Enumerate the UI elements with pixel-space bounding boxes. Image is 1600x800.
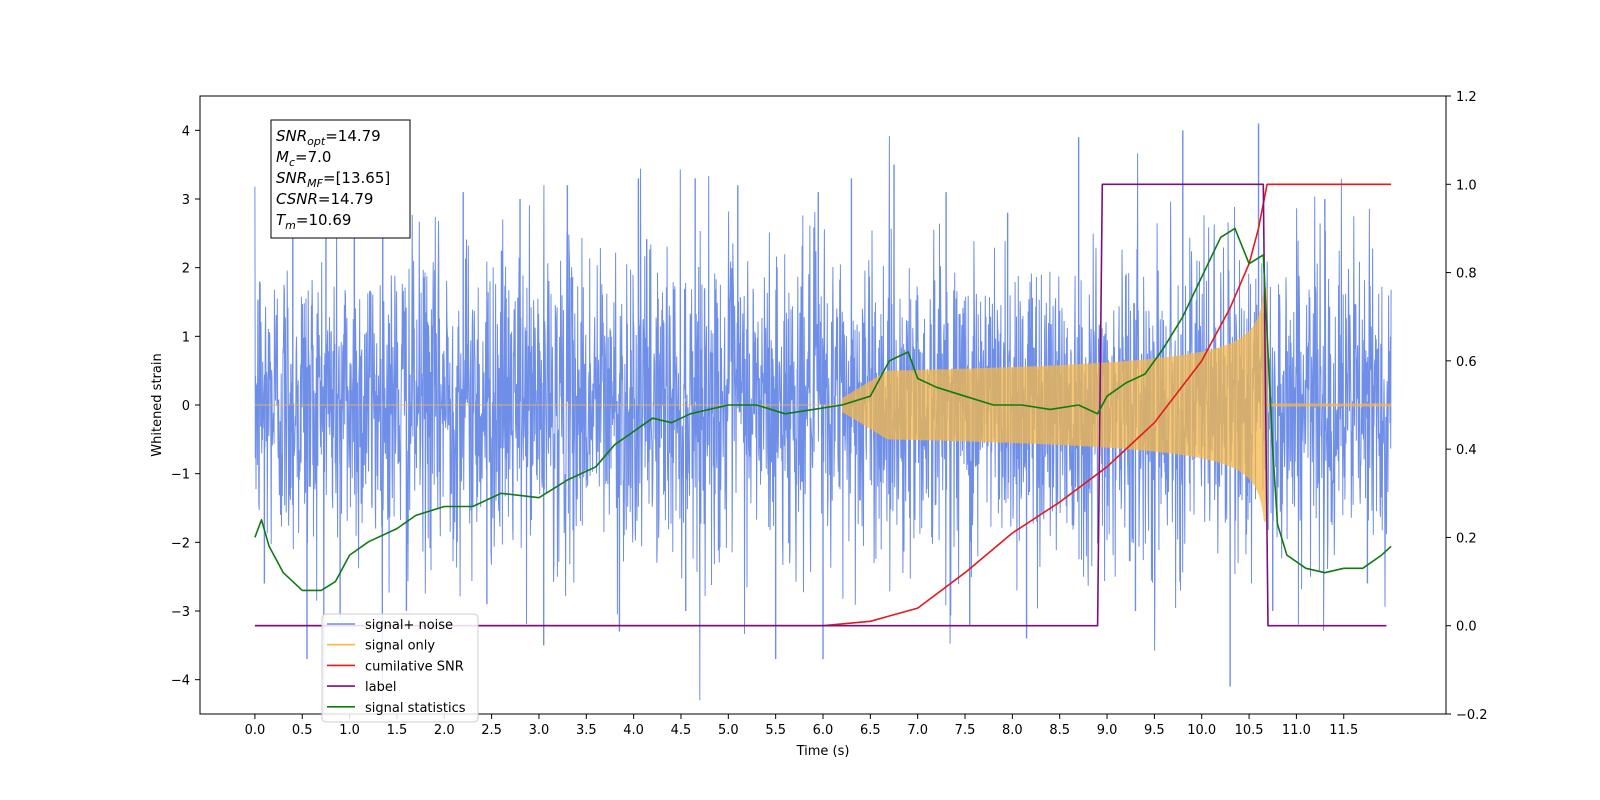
y2-tick-label: 0.4 bbox=[1456, 443, 1477, 458]
annotation-subscript: MF bbox=[307, 177, 323, 190]
y-tick-label: 1 bbox=[182, 330, 190, 345]
x-tick-label: 2.5 bbox=[481, 723, 502, 738]
y2-tick-label: 1.0 bbox=[1456, 178, 1477, 193]
x-tick-label: 6.5 bbox=[860, 723, 881, 738]
y-tick-label: −3 bbox=[171, 605, 190, 620]
legend-label: signal only bbox=[365, 639, 435, 654]
legend-frame bbox=[321, 613, 479, 723]
y2-tick-label: 0.8 bbox=[1456, 267, 1477, 282]
series-signal-statistics bbox=[254, 227, 1392, 592]
annotation-subscript: opt bbox=[307, 135, 326, 148]
y2-tick-label: 1.2 bbox=[1456, 90, 1477, 105]
y-tick-label: 4 bbox=[182, 124, 190, 139]
y-tick-label: −4 bbox=[171, 674, 190, 689]
legend-label: label bbox=[365, 680, 396, 695]
x-tick-label: 6.0 bbox=[813, 723, 834, 738]
right-axis-lines-layer bbox=[254, 183, 1392, 627]
annotation-symbol: T bbox=[276, 211, 287, 229]
signal-noise-layer bbox=[254, 123, 1392, 714]
x-tick-label: 5.5 bbox=[765, 723, 786, 738]
y-tick-label: 0 bbox=[182, 399, 190, 414]
x-tick-label: 10.5 bbox=[1235, 723, 1264, 738]
plot-area bbox=[254, 123, 1392, 714]
x-tick-label: 5.0 bbox=[718, 723, 739, 738]
x-tick-label: 9.0 bbox=[1097, 723, 1118, 738]
x-tick-label: 7.5 bbox=[955, 723, 976, 738]
y2-tick-label: 0.0 bbox=[1456, 620, 1477, 635]
x-tick-label: 0.0 bbox=[245, 723, 266, 738]
annotation-line: SNRopt=14.79 bbox=[276, 127, 381, 148]
legend-label: signal statistics bbox=[365, 701, 466, 716]
annotation-value: =[13.65] bbox=[323, 169, 390, 187]
annotation-symbol: SNR bbox=[276, 127, 307, 145]
y-axis-label: Whitened strain bbox=[150, 353, 165, 456]
legend: signal+ noise signal only cumilative SNR la… bbox=[321, 613, 479, 723]
x-tick-label: 9.5 bbox=[1144, 723, 1165, 738]
x-tick-label: 8.0 bbox=[1002, 723, 1023, 738]
annotation-line: CSNR=14.79 bbox=[276, 190, 373, 208]
annotation-symbol: M bbox=[276, 148, 289, 166]
x-axis: 0.0 0.5 1.0 1.5 2.0 2.5 3.0 3.5 4.0 4.5 5.0 5.5 6.0 6… bbox=[245, 714, 1358, 738]
annotation-symbol: CSNR bbox=[276, 190, 318, 208]
legend-label: signal+ noise bbox=[365, 618, 453, 633]
x-tick-label: 7.0 bbox=[907, 723, 928, 738]
y-tick-label: 2 bbox=[182, 262, 190, 277]
y-tick-label: −1 bbox=[171, 468, 190, 483]
annotation-value: =10.69 bbox=[296, 211, 352, 229]
annotation-box: SNRopt=14.79Mc=7.0SNRMF=[13.65]CSNR=14.7… bbox=[270, 119, 411, 239]
annotation-line: Mc=7.0 bbox=[276, 148, 331, 169]
x-tick-label: 1.0 bbox=[339, 723, 360, 738]
annotation-value: =14.79 bbox=[318, 190, 374, 208]
y2-tick-label: 0.6 bbox=[1456, 355, 1477, 370]
y2-tick-label: 0.2 bbox=[1456, 531, 1477, 546]
series-signal-only bbox=[254, 288, 1392, 522]
annotation-subscript: m bbox=[285, 219, 296, 232]
annotation-symbol: SNR bbox=[276, 169, 307, 187]
series-label bbox=[254, 183, 1387, 627]
series-cumilative-snr bbox=[254, 183, 1392, 627]
annotation-value: =7.0 bbox=[295, 148, 331, 166]
legend-label: cumilative SNR bbox=[365, 659, 464, 674]
y-tick-label: 3 bbox=[182, 193, 190, 208]
x-tick-label: 2.0 bbox=[434, 723, 455, 738]
x-tick-label: 11.5 bbox=[1329, 723, 1358, 738]
x-tick-label: 1.5 bbox=[387, 723, 408, 738]
annotation-line: SNRMF=[13.65] bbox=[276, 169, 390, 190]
x-tick-label: 11.0 bbox=[1282, 723, 1311, 738]
x-tick-label: 4.5 bbox=[671, 723, 692, 738]
y-tick-label: −2 bbox=[171, 536, 190, 551]
x-tick-label: 3.0 bbox=[529, 723, 550, 738]
annotation-value: =14.79 bbox=[325, 127, 381, 145]
annotation-line: Tm=10.69 bbox=[276, 211, 351, 232]
y-axis-right: −0.2 0.0 0.2 0.4 0.6 0.8 1.0 1.2 bbox=[1446, 90, 1488, 723]
x-tick-label: 4.0 bbox=[623, 723, 644, 738]
signal-only-layer bbox=[254, 288, 1392, 522]
x-tick-label: 3.5 bbox=[576, 723, 597, 738]
x-tick-label: 8.5 bbox=[1049, 723, 1070, 738]
y2-tick-label: −0.2 bbox=[1456, 708, 1488, 723]
y-axis-left: −4 −3 −2 −1 0 1 2 3 4 bbox=[171, 124, 200, 689]
x-tick-label: 0.5 bbox=[292, 723, 313, 738]
annotation-frame bbox=[270, 119, 411, 239]
x-axis-label: Time (s) bbox=[796, 744, 850, 759]
annotation-subscript: c bbox=[289, 156, 295, 169]
x-tick-label: 10.0 bbox=[1187, 723, 1216, 738]
